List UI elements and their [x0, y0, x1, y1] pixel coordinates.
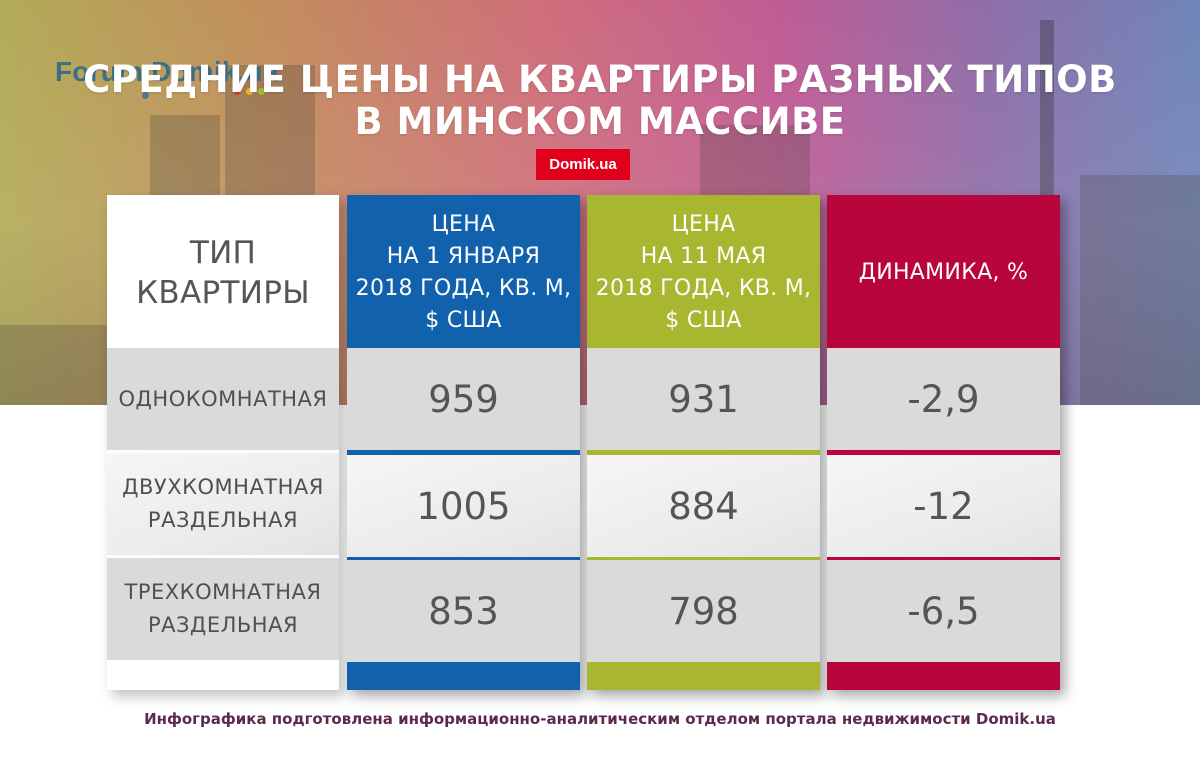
- building-silhouette: [1080, 175, 1200, 405]
- cell-may-three-room: 798: [587, 558, 820, 662]
- column-dynamics: ДИНАМИКА, % -2,9 -12 -6,5: [827, 195, 1060, 690]
- price-value: 853: [428, 589, 499, 633]
- header-price-may: ЦЕНА НА 11 МАЯ 2018 ГОДА, КВ. М, $ США: [587, 195, 820, 351]
- brand-badge: Domik.ua: [536, 149, 630, 180]
- dynamics-value: -6,5: [907, 589, 980, 633]
- price-value: 931: [668, 377, 739, 421]
- row-label: РАЗДЕЛЬНАЯ: [147, 508, 299, 532]
- logo-dot: [246, 88, 253, 95]
- header-line: 2018 ГОДА, КВ. М,: [355, 276, 572, 301]
- chart-title-line1: СРЕДНИЕ ЦЕНЫ НА КВАРТИРЫ РАЗНЫХ ТИПОВ: [83, 58, 1117, 101]
- cell-jan-two-room: 1005: [347, 453, 580, 557]
- cell-may-two-room: 884: [587, 453, 820, 557]
- header-apartment-type: ТИП КВАРТИРЫ: [107, 195, 339, 351]
- cell-dynamics-three-room: -6,5: [827, 558, 1060, 662]
- row-label-one-room: ОДНОКОМНАТНАЯ: [107, 348, 339, 450]
- row-label: ДВУХКОМНАТНАЯ: [122, 475, 324, 499]
- header-line: ЦЕНА: [431, 212, 496, 237]
- row-label: ОДНОКОМНАТНАЯ: [118, 386, 328, 411]
- row-label: ТРЕХКОМНАТНАЯ: [124, 580, 322, 604]
- logo-dots: [142, 88, 265, 102]
- column-price-jan: ЦЕНА НА 1 ЯНВАРЯ 2018 ГОДА, КВ. М, $ США…: [347, 195, 580, 690]
- row-label-three-room: ТРЕХКОМНАТНАЯ РАЗДЕЛЬНАЯ: [107, 558, 339, 660]
- header-dynamics: ДИНАМИКА, %: [827, 195, 1060, 351]
- cell-dynamics-two-room: -12: [827, 453, 1060, 557]
- header-line: ДИНАМИКА, %: [858, 260, 1029, 285]
- logo-dot: [142, 92, 149, 99]
- row-label: РАЗДЕЛЬНАЯ: [147, 613, 299, 637]
- dynamics-value: -12: [913, 484, 974, 528]
- column-price-may: ЦЕНА НА 11 МАЯ 2018 ГОДА, КВ. М, $ США 9…: [587, 195, 820, 690]
- cell-jan-one-room: 959: [347, 348, 580, 450]
- site-logo[interactable]: Forum.Domik.ua: [55, 56, 279, 87]
- cell-jan-three-room: 853: [347, 558, 580, 662]
- header-line: НА 11 МАЯ: [640, 244, 767, 269]
- header-price-jan: ЦЕНА НА 1 ЯНВАРЯ 2018 ГОДА, КВ. М, $ США: [347, 195, 580, 351]
- logo-dot: [258, 88, 265, 95]
- building-silhouette: [0, 325, 110, 405]
- cell-may-one-room: 931: [587, 348, 820, 450]
- header-line: ТИП: [189, 235, 257, 271]
- header-line: $ США: [665, 308, 742, 333]
- column-apartment-type: ТИП КВАРТИРЫ ОДНОКОМНАТНАЯ ДВУХКОМНАТНАЯ Р…: [107, 195, 339, 690]
- price-value: 798: [668, 589, 739, 633]
- footer-credit: Инфографика подготовлена информационно-а…: [144, 710, 1056, 728]
- header-line: НА 1 ЯНВАРЯ: [386, 244, 541, 269]
- header-line: ЦЕНА: [671, 212, 736, 237]
- row-label-two-room: ДВУХКОМНАТНАЯ РАЗДЕЛЬНАЯ: [107, 453, 339, 555]
- header-line: $ США: [425, 308, 502, 333]
- cell-dynamics-one-room: -2,9: [827, 348, 1060, 450]
- dynamics-value: -2,9: [907, 377, 980, 421]
- logo-dot: [234, 88, 241, 95]
- header-line: КВАРТИРЫ: [136, 275, 310, 311]
- chart-title-line2: В МИНСКОМ МАССИВЕ: [354, 100, 846, 143]
- price-value: 884: [668, 484, 739, 528]
- header-line: 2018 ГОДА, КВ. М,: [595, 276, 812, 301]
- price-value: 959: [428, 377, 499, 421]
- price-value: 1005: [416, 484, 511, 528]
